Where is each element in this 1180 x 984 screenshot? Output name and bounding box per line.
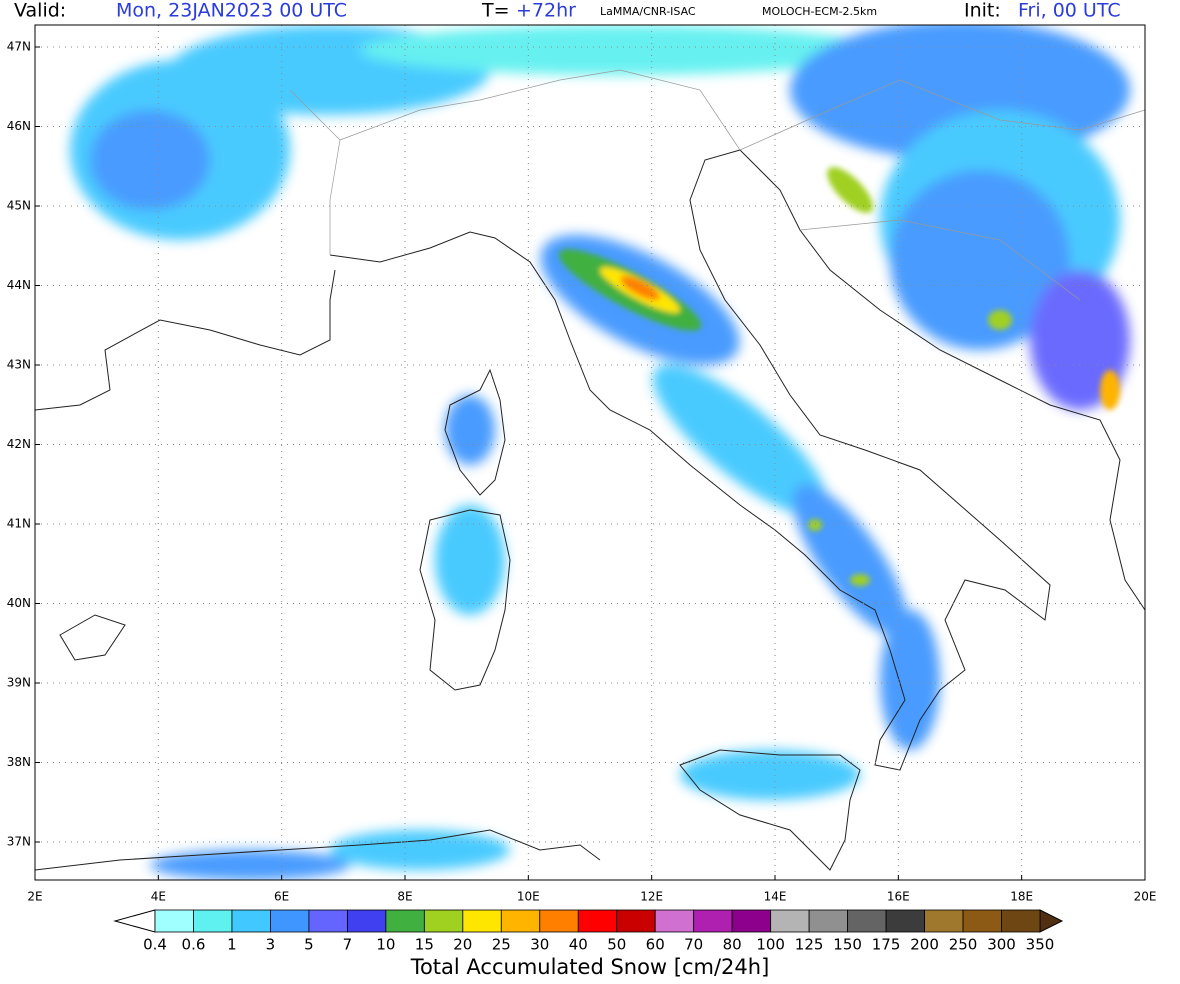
colorbar-box	[731, 909, 772, 933]
graticule	[34, 25, 1146, 880]
colorbar-label: 175	[872, 936, 901, 954]
colorbar-box	[654, 909, 695, 933]
lon-label: 14E	[764, 890, 787, 904]
coastline-sardinia	[419, 509, 511, 691]
lat-label: 41N	[7, 517, 31, 531]
colorbar-label: 150	[833, 936, 862, 954]
lat-label: 40N	[7, 596, 31, 610]
lat-label: 47N	[7, 40, 31, 54]
colorbar-label: 3	[266, 936, 276, 954]
lat-label: 37N	[7, 835, 31, 849]
lon-label: 6E	[274, 890, 289, 904]
colorbar-box	[577, 909, 618, 933]
coastline-france-spain	[35, 269, 336, 411]
colorbar-box	[693, 909, 733, 933]
colorbar-label: 20	[453, 936, 472, 954]
lon-label: 10E	[517, 890, 540, 904]
colorbar-box	[962, 909, 1002, 933]
lat-label: 46N	[7, 119, 31, 133]
colorbar-box	[770, 909, 810, 933]
forecast-label: T=	[481, 0, 510, 22]
colorbar-under	[113, 909, 156, 933]
colorbar-box	[500, 909, 541, 933]
init-time: Fri, 00 UTC	[1018, 0, 1121, 22]
colorbar-label: 300	[987, 936, 1016, 954]
coastline-baleares	[59, 614, 126, 661]
borders	[289, 69, 1145, 301]
lon-label: 2E	[27, 890, 42, 904]
init-label: Init:	[964, 0, 1001, 22]
colorbar-label: 70	[684, 936, 703, 954]
lon-label: 18E	[1010, 890, 1033, 904]
colorbar-box	[346, 909, 387, 933]
colorbar-label: 40	[569, 936, 588, 954]
colorbar-box	[308, 909, 348, 933]
colorbar-label: 0.4	[143, 936, 167, 954]
lon-label: 12E	[640, 890, 663, 904]
colorbar-box	[924, 909, 964, 933]
colorbar-label: 15	[415, 936, 434, 954]
lon-label: 16E	[887, 890, 910, 904]
colorbar-box	[385, 909, 425, 933]
colorbar-label: 100	[756, 936, 785, 954]
colorbar-box	[154, 909, 194, 933]
lon-label: 20E	[1134, 890, 1157, 904]
snow-field	[70, 25, 1130, 880]
lat-label: 44N	[7, 278, 31, 292]
colorbar-label: 10	[376, 936, 395, 954]
colorbar	[113, 909, 1064, 933]
colorbar-box	[847, 909, 887, 933]
colorbar-label: 200	[910, 936, 939, 954]
model: MOLOCH-ECM-2.5km	[762, 5, 877, 18]
lat-label: 39N	[7, 676, 31, 690]
colorbar-label: 7	[343, 936, 353, 954]
lon-label: 8E	[397, 890, 412, 904]
colorbar-label: 1	[227, 936, 237, 954]
colorbar-label: 80	[723, 936, 742, 954]
lat-label: 45N	[7, 199, 31, 213]
colorbar-label: 250	[949, 936, 978, 954]
source: LaMMA/CNR-ISAC	[600, 5, 696, 18]
colorbar-box	[193, 909, 233, 933]
map-frame	[34, 24, 1146, 881]
colorbar-label: 60	[646, 936, 665, 954]
lat-label: 43N	[7, 358, 31, 372]
colorbar-label: 125	[795, 936, 824, 954]
colorbar-label: 0.6	[182, 936, 206, 954]
lat-label: 38N	[7, 755, 31, 769]
lon-label: 4E	[151, 890, 166, 904]
lat-label: 42N	[7, 437, 31, 451]
colorbar-label: 350	[1026, 936, 1055, 954]
coastline-italy	[329, 149, 1051, 771]
colorbar-box	[462, 909, 502, 933]
coastline-sicily	[679, 749, 861, 871]
coastline-corsica	[444, 368, 506, 496]
snow-core	[558, 167, 1120, 586]
colorbar-box	[423, 909, 464, 933]
colorbar-box	[885, 909, 925, 933]
colorbar-title: Total Accumulated Snow [cm/24h]	[410, 955, 770, 979]
colorbar-box	[616, 909, 656, 933]
colorbar-box	[270, 909, 310, 933]
colorbar-box	[808, 909, 849, 933]
colorbar-label: 50	[607, 936, 626, 954]
colorbar-label: 25	[492, 936, 511, 954]
valid-label: Valid:	[14, 0, 66, 22]
colorbar-box	[231, 909, 271, 933]
colorbar-box	[539, 909, 579, 933]
colorbar-box	[1001, 909, 1041, 933]
colorbar-label: 5	[304, 936, 314, 954]
colorbar-over	[1039, 909, 1064, 933]
colorbar-label: 30	[530, 936, 549, 954]
forecast-hour: +72hr	[516, 0, 576, 22]
valid-date: Mon, 23JAN2023 00 UTC	[116, 0, 347, 22]
map-area	[35, 25, 1145, 880]
